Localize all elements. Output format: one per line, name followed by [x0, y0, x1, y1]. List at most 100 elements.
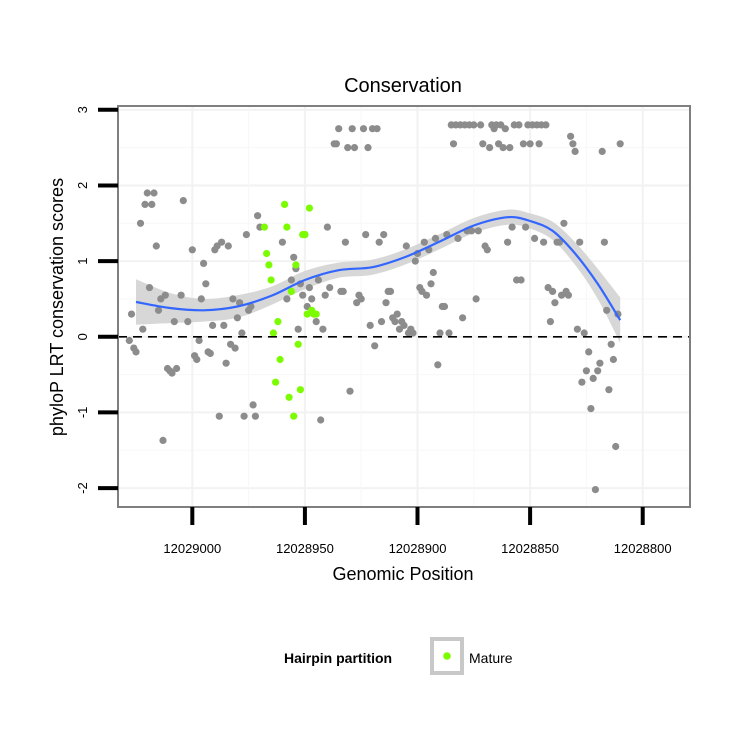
- data-point-mature: [265, 261, 273, 269]
- data-point-other: [150, 189, 158, 197]
- data-point-other: [564, 291, 573, 299]
- data-point-mature: [281, 200, 289, 208]
- data-point-other: [535, 140, 543, 148]
- data-point-other: [501, 125, 509, 133]
- data-point-other: [486, 144, 494, 152]
- data-point-other: [422, 291, 431, 299]
- data-point-other: [215, 412, 223, 420]
- data-point-other: [220, 321, 228, 329]
- data-point-other: [609, 355, 618, 364]
- y-axis-title: phyloP LRT conservation scores: [47, 178, 67, 436]
- data-point-other: [229, 295, 237, 303]
- data-point-other: [238, 329, 246, 337]
- data-point-other: [454, 234, 462, 242]
- data-point-other: [382, 299, 390, 307]
- data-point-other: [427, 280, 435, 288]
- data-point-other: [603, 306, 611, 314]
- data-point-mature: [301, 231, 309, 239]
- data-point-other: [431, 234, 440, 242]
- data-point-other: [459, 314, 467, 322]
- data-point-other: [517, 276, 525, 284]
- confidence-band: [136, 209, 621, 343]
- data-point-other: [308, 295, 316, 303]
- data-point-other: [519, 140, 528, 148]
- data-point-other: [429, 268, 437, 277]
- data-point-other: [362, 231, 370, 239]
- data-point-mature: [292, 261, 300, 269]
- data-point-other: [409, 329, 417, 337]
- data-point-mature: [285, 393, 293, 401]
- data-point-other: [555, 238, 564, 246]
- smooth-line: [135, 215, 622, 321]
- data-point-other: [359, 125, 368, 133]
- y-tick-label: 3: [75, 106, 90, 113]
- data-point-other: [294, 325, 302, 333]
- data-point-other: [434, 361, 442, 369]
- data-point-other: [170, 318, 178, 326]
- data-point-other: [350, 144, 359, 152]
- data-point-other: [168, 369, 176, 377]
- data-point-other: [184, 318, 192, 326]
- data-point-other: [468, 227, 476, 235]
- data-point-other: [323, 223, 331, 231]
- data-point-other: [506, 144, 514, 152]
- data-point-other: [224, 242, 232, 250]
- data-point-other: [587, 405, 595, 413]
- data-point-other: [283, 295, 291, 303]
- data-point-other: [436, 329, 444, 337]
- data-point-other: [573, 325, 582, 333]
- data-point-mature: [305, 204, 313, 212]
- data-point-other: [540, 238, 548, 246]
- data-point-other: [148, 200, 156, 208]
- data-point-other: [209, 321, 217, 329]
- data-point-mature: [290, 412, 298, 420]
- data-point-other: [580, 329, 588, 337]
- data-point-other: [251, 412, 259, 420]
- data-point-other: [143, 189, 151, 197]
- smooth-line-layer: [135, 215, 622, 321]
- data-point-other: [479, 140, 487, 148]
- data-point-other: [344, 144, 352, 152]
- data-point-other: [526, 140, 534, 148]
- data-point-other: [551, 299, 559, 307]
- data-point-other: [357, 295, 365, 303]
- data-point-other: [249, 401, 257, 409]
- data-point-other: [173, 364, 181, 373]
- legend-dot-mature: [443, 652, 451, 660]
- data-point-other: [188, 246, 196, 254]
- data-point-other: [375, 238, 383, 246]
- data-point-other: [499, 144, 507, 152]
- data-point-other: [139, 325, 147, 333]
- data-point-other: [576, 238, 584, 246]
- data-point-other: [591, 486, 600, 494]
- data-point-other: [474, 227, 482, 235]
- data-point-other: [317, 416, 325, 424]
- data-point-other: [515, 121, 523, 129]
- data-point-other: [445, 329, 453, 337]
- data-point-other: [136, 219, 145, 227]
- data-point-other: [420, 238, 428, 246]
- data-point-mature: [283, 223, 291, 231]
- data-point-other: [218, 238, 226, 246]
- data-point-other: [616, 140, 624, 148]
- data-point-mature: [269, 329, 277, 337]
- data-point-other: [440, 302, 449, 311]
- data-point-other: [373, 125, 381, 133]
- data-point-other: [231, 344, 239, 352]
- data-point-other: [200, 259, 208, 267]
- data-point-mature: [276, 355, 284, 364]
- data-point-other: [386, 287, 395, 295]
- x-tick-label: 12028850: [501, 541, 559, 556]
- data-point-other: [202, 280, 210, 288]
- data-point-other: [449, 140, 458, 148]
- legend: Hairpin partition Mature: [284, 637, 513, 675]
- data-point-other: [278, 238, 286, 246]
- data-point-other: [578, 378, 586, 386]
- data-point-other: [346, 387, 354, 395]
- data-point-other: [341, 238, 349, 246]
- data-point-other: [195, 336, 203, 345]
- data-point-other: [522, 223, 530, 231]
- data-point-other: [332, 140, 340, 148]
- data-point-other: [305, 284, 313, 292]
- data-point-other: [504, 238, 512, 246]
